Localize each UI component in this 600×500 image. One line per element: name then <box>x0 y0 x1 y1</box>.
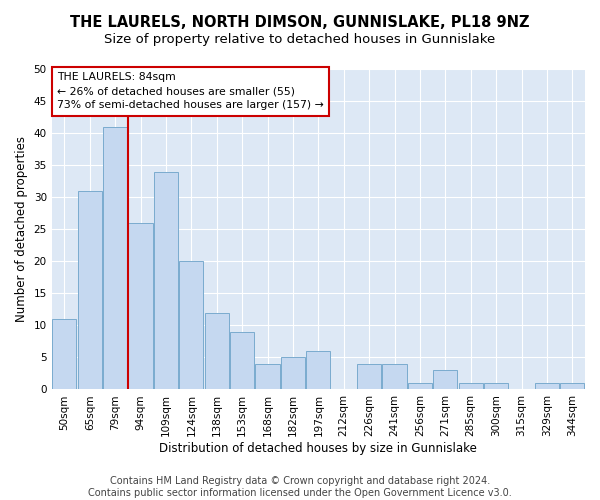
Bar <box>154 172 178 390</box>
Bar <box>281 358 305 390</box>
Bar <box>484 383 508 390</box>
Bar <box>230 332 254 390</box>
Bar <box>77 191 102 390</box>
Bar <box>179 262 203 390</box>
Bar <box>458 383 483 390</box>
Bar <box>128 223 152 390</box>
Text: THE LAURELS, NORTH DIMSON, GUNNISLAKE, PL18 9NZ: THE LAURELS, NORTH DIMSON, GUNNISLAKE, P… <box>70 15 530 30</box>
Bar <box>433 370 457 390</box>
Text: Size of property relative to detached houses in Gunnislake: Size of property relative to detached ho… <box>104 32 496 46</box>
Bar <box>382 364 407 390</box>
Bar <box>357 364 381 390</box>
Bar <box>256 364 280 390</box>
Bar <box>52 319 76 390</box>
Bar <box>205 312 229 390</box>
Bar <box>560 383 584 390</box>
Y-axis label: Number of detached properties: Number of detached properties <box>15 136 28 322</box>
Bar <box>103 126 127 390</box>
Text: THE LAURELS: 84sqm
← 26% of detached houses are smaller (55)
73% of semi-detache: THE LAURELS: 84sqm ← 26% of detached hou… <box>57 72 324 110</box>
Bar <box>408 383 432 390</box>
Bar <box>306 351 331 390</box>
Text: Contains HM Land Registry data © Crown copyright and database right 2024.
Contai: Contains HM Land Registry data © Crown c… <box>88 476 512 498</box>
X-axis label: Distribution of detached houses by size in Gunnislake: Distribution of detached houses by size … <box>160 442 477 455</box>
Bar <box>535 383 559 390</box>
